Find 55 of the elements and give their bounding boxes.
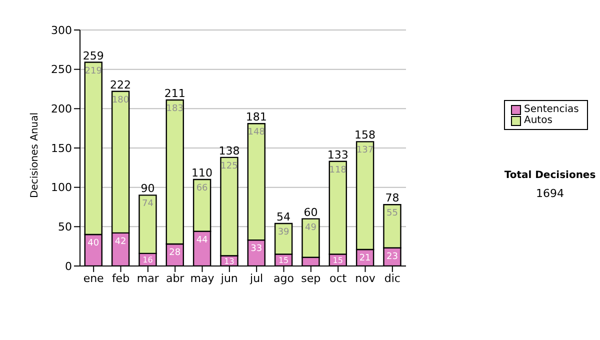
x-tick-label: nov	[355, 272, 376, 285]
total-label: 110	[192, 166, 213, 180]
data-label: 125	[220, 161, 238, 172]
data-label: 33	[250, 244, 262, 254]
data-label: 13	[224, 256, 234, 266]
y-tick-label: 100	[51, 181, 72, 194]
legend-label: Autos	[524, 115, 552, 126]
total-label: 90	[140, 182, 155, 196]
total-label: 181	[246, 110, 267, 124]
data-label: 15	[332, 256, 343, 266]
legend-label: Sentencias	[524, 104, 579, 115]
y-tick-label: 300	[51, 24, 72, 37]
total-label: 259	[82, 49, 104, 62]
text: Total Decisiones	[503, 170, 597, 181]
data-label: 39	[278, 228, 290, 238]
total-label: 211	[164, 87, 186, 100]
y-tick-label: 250	[51, 63, 72, 76]
y-tick-label: 200	[51, 102, 72, 116]
total-label: 158	[354, 128, 376, 142]
text: 1694	[535, 187, 565, 200]
data-label: 16	[142, 256, 153, 265]
x-tick-label: jun	[220, 272, 238, 285]
x-tick-label: dic	[384, 272, 400, 285]
y-tick-label: 50	[58, 220, 72, 234]
total-label: 133	[327, 148, 348, 162]
total-label: 54	[276, 210, 291, 224]
x-tick-label: ago	[274, 272, 294, 285]
data-label: 66	[196, 183, 208, 194]
x-tick-label: may	[190, 272, 215, 285]
data-label: 180	[112, 95, 130, 106]
x-tick-label: mar	[136, 272, 160, 285]
data-label: 49	[304, 222, 317, 233]
data-label: 55	[386, 208, 398, 219]
y-tick-label: 150	[51, 142, 72, 155]
x-tick-label: jul	[249, 272, 264, 285]
y-tick-label: 0	[65, 260, 72, 273]
total-label: 78	[385, 192, 400, 205]
x-tick-label: abr	[166, 272, 185, 285]
y-axis-title: Decisiones Anual	[30, 112, 41, 198]
data-label: 15	[278, 256, 289, 266]
total-label: 60	[304, 206, 318, 219]
x-tick-label: ene	[83, 272, 104, 285]
data-label: 44	[196, 235, 208, 246]
data-label: 137	[356, 146, 374, 156]
x-tick-label: sep	[301, 272, 321, 285]
x-tick-label: feb	[112, 272, 130, 285]
x-tick-label: oct	[330, 272, 348, 285]
data-label: 40	[88, 238, 100, 249]
data-label: 42	[114, 236, 126, 247]
data-label: 23	[386, 252, 398, 262]
data-label: 21	[359, 253, 371, 264]
total-label: 222	[110, 78, 132, 92]
data-label: 74	[142, 199, 154, 210]
data-label: 28	[169, 248, 181, 258]
total-label: 138	[218, 144, 240, 158]
